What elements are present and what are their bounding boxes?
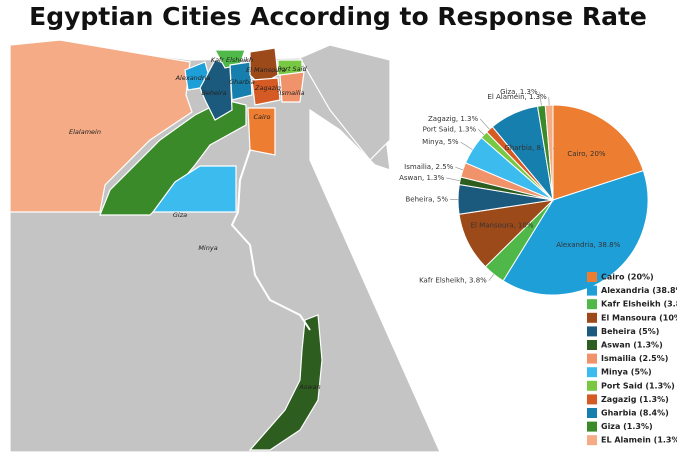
legend-label: Cairo (20%) [601, 273, 654, 282]
legend-label: EL Alamein (1.3%) [601, 436, 677, 445]
legend-label: Beheira (5%) [601, 327, 659, 336]
slice-label: Port Said, 1.3% [423, 125, 477, 133]
leader-line [455, 167, 463, 170]
slice-label: El Mansoura, 10% [471, 222, 534, 230]
legend-swatch [587, 299, 597, 309]
legend-swatch [587, 435, 597, 445]
legend-label: Alexandria (38.8%) [601, 286, 677, 295]
legend-swatch [587, 422, 597, 432]
region-label: Aswan [298, 383, 320, 391]
legend-swatch [587, 272, 597, 282]
legend-label: Port Said (1.3%) [601, 381, 675, 390]
leader-line [446, 178, 460, 181]
map [10, 40, 440, 452]
region-label: Alexandria [175, 74, 211, 82]
slice-label: Zagazig, 1.3% [428, 115, 478, 123]
legend-swatch [587, 408, 597, 418]
slice-label: Beheira, 5% [405, 195, 448, 203]
legend-label: Aswan (1.3%) [601, 341, 663, 350]
legend-swatch [587, 313, 597, 323]
region-label: Cairo [254, 113, 271, 121]
legend-swatch [587, 381, 597, 391]
legend-label: El Mansoura (10%) [601, 313, 677, 322]
leader-line [489, 274, 494, 280]
legend-label: Zagazig (1.3%) [601, 395, 669, 404]
legend-label: Gharbia (8.4%) [601, 409, 669, 418]
legend-swatch [587, 340, 597, 350]
region-label: Elalamein [69, 128, 101, 136]
slice-label: Kafr Elsheikh, 3.8% [419, 277, 487, 285]
legend-label: Minya (5%) [601, 368, 652, 377]
leader-line [480, 119, 489, 129]
leader-line [461, 142, 473, 149]
region-label: Zagazig [254, 84, 281, 92]
slice-label: Ismailia, 2.5% [404, 163, 454, 171]
region-label: Giza [173, 211, 187, 219]
slice-label: Minya, 5% [422, 138, 459, 146]
region-label: Minya [198, 244, 217, 252]
slice-label: Aswan, 1.3% [399, 174, 444, 182]
legend-label: Kafr Elsheikh (3.8%) [601, 300, 677, 309]
legend-label: Ismailia (2.5%) [601, 354, 668, 363]
legend-swatch [587, 354, 597, 364]
slice-label: Cairo, 20% [567, 150, 605, 158]
slice-label: El Alamein, 1.3% [487, 93, 547, 101]
legend-swatch [587, 326, 597, 336]
region-label: Kafr Elsheikh [211, 56, 253, 64]
slice-label: Alexandria, 38.8% [556, 241, 620, 249]
leader-line [478, 129, 484, 134]
region-label: Port Said [277, 65, 307, 73]
region-label: Ismailia [279, 89, 304, 97]
region-label: Beheira [201, 89, 226, 97]
region [280, 72, 304, 102]
title: Egyptian Cities According to Response Ra… [29, 2, 647, 31]
legend-swatch [587, 286, 597, 296]
legend-label: Giza (1.3%) [601, 422, 653, 431]
region-label: Gharbia [229, 78, 255, 86]
legend-swatch [587, 367, 597, 377]
legend-swatch [587, 394, 597, 404]
